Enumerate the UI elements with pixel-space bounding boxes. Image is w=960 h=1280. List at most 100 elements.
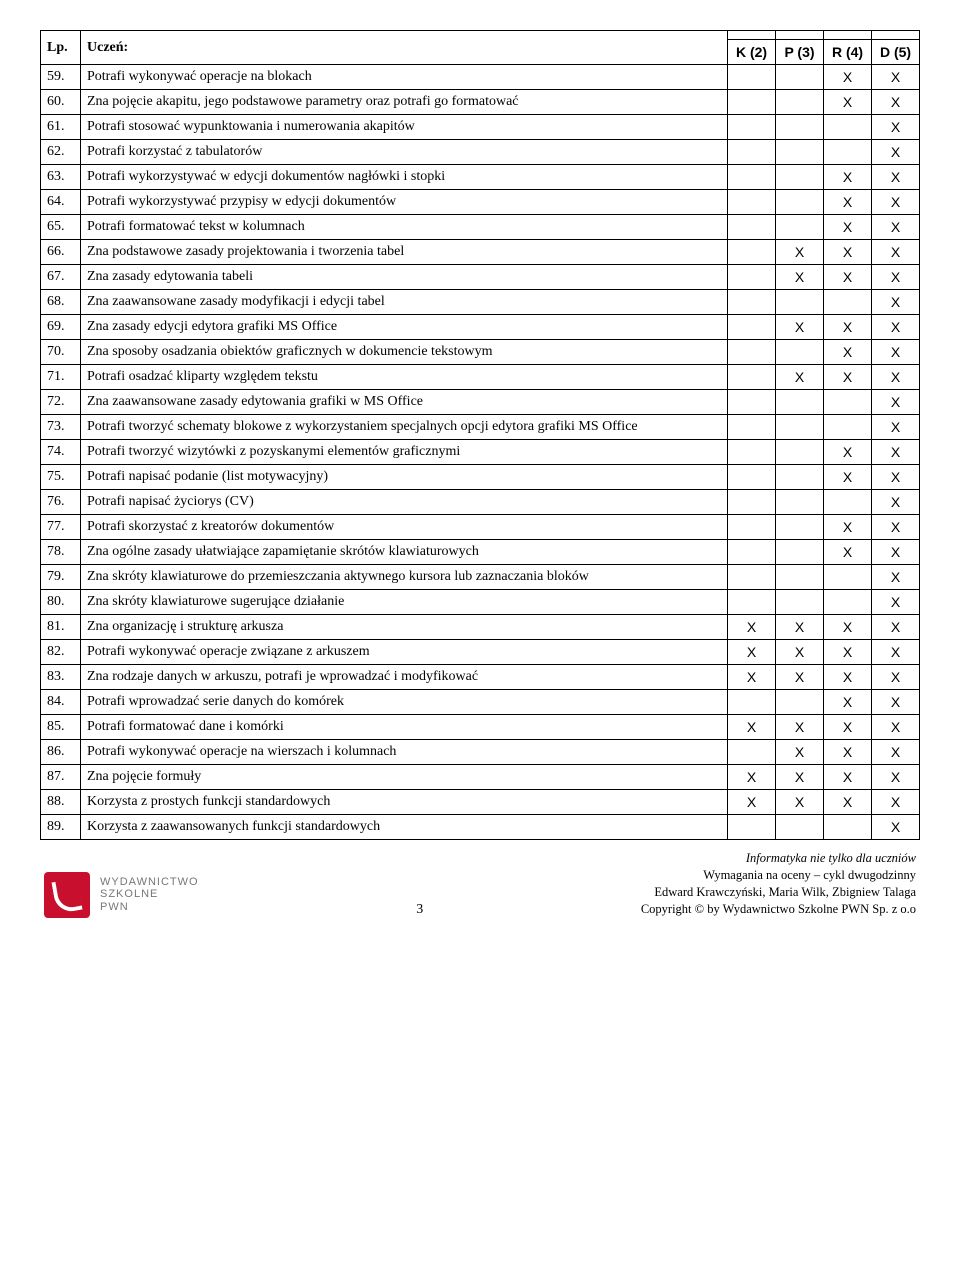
mark-cell (776, 690, 824, 715)
row-number: 64. (41, 190, 81, 215)
row-number: 78. (41, 540, 81, 565)
mark-cell: X (872, 515, 920, 540)
row-description: Korzysta z zaawansowanych funkcji standa… (81, 815, 728, 840)
row-number: 87. (41, 765, 81, 790)
mark-cell (776, 590, 824, 615)
mark-cell: X (872, 390, 920, 415)
mark-cell (728, 240, 776, 265)
mark-cell: X (728, 615, 776, 640)
mark-cell: X (872, 90, 920, 115)
mark-cell (728, 90, 776, 115)
row-description: Potrafi napisać życiorys (CV) (81, 490, 728, 515)
row-number: 77. (41, 515, 81, 540)
row-description: Zna zaawansowane zasady edytowania grafi… (81, 390, 728, 415)
table-row: 67.Zna zasady edytowania tabeliXXX (41, 265, 920, 290)
row-description: Potrafi osadzać kliparty względem tekstu (81, 365, 728, 390)
row-description: Zna skróty klawiaturowe sugerujące dział… (81, 590, 728, 615)
row-description: Potrafi stosować wypunktowania i numerow… (81, 115, 728, 140)
logo-line: PWN (100, 901, 199, 914)
mark-cell (728, 740, 776, 765)
header-blank (776, 31, 824, 40)
publisher-name: WYDAWNICTWO SZKOLNE PWN (100, 876, 199, 914)
mark-cell (776, 415, 824, 440)
row-description: Zna pojęcie akapitu, jego podstawowe par… (81, 90, 728, 115)
row-number: 84. (41, 690, 81, 715)
logo-line: WYDAWNICTWO (100, 876, 199, 889)
mark-cell: X (872, 240, 920, 265)
mark-cell (776, 65, 824, 90)
row-description: Potrafi skorzystać z kreatorów dokumentó… (81, 515, 728, 540)
row-description: Potrafi tworzyć schematy blokowe z wykor… (81, 415, 728, 440)
row-number: 60. (41, 90, 81, 115)
mark-cell (824, 115, 872, 140)
row-description: Zna organizację i strukturę arkusza (81, 615, 728, 640)
mark-cell: X (872, 190, 920, 215)
table-row: 69.Zna zasady edycji edytora grafiki MS … (41, 315, 920, 340)
requirements-table: Lp. Uczeń: K (2) P (3) R (4) D (5) 59.Po… (40, 30, 920, 840)
row-number: 66. (41, 240, 81, 265)
row-number: 89. (41, 815, 81, 840)
mark-cell (728, 265, 776, 290)
table-row: 70.Zna sposoby osadzania obiektów grafic… (41, 340, 920, 365)
mark-cell (824, 415, 872, 440)
header-uczen: Uczeń: (81, 31, 728, 65)
mark-cell: X (824, 715, 872, 740)
mark-cell (776, 165, 824, 190)
mark-cell: X (824, 90, 872, 115)
mark-cell: X (776, 715, 824, 740)
mark-cell (728, 390, 776, 415)
row-description: Potrafi wprowadzać serie danych do komór… (81, 690, 728, 715)
mark-cell (824, 290, 872, 315)
mark-cell: X (872, 740, 920, 765)
table-row: 82.Potrafi wykonywać operacje związane z… (41, 640, 920, 665)
mark-cell (776, 290, 824, 315)
table-row: 61.Potrafi stosować wypunktowania i nume… (41, 115, 920, 140)
row-number: 69. (41, 315, 81, 340)
mark-cell (728, 490, 776, 515)
mark-cell (728, 365, 776, 390)
table-row: 72.Zna zaawansowane zasady edytowania gr… (41, 390, 920, 415)
header-col-d: D (5) (872, 40, 920, 65)
mark-cell (728, 540, 776, 565)
mark-cell: X (872, 490, 920, 515)
mark-cell: X (824, 515, 872, 540)
table-row: 87.Zna pojęcie formułyXXXX (41, 765, 920, 790)
mark-cell: X (776, 315, 824, 340)
mark-cell: X (824, 340, 872, 365)
mark-cell: X (776, 640, 824, 665)
mark-cell: X (872, 715, 920, 740)
mark-cell: X (824, 615, 872, 640)
mark-cell: X (872, 340, 920, 365)
mark-cell (728, 815, 776, 840)
row-description: Potrafi wykonywać operacje na blokach (81, 65, 728, 90)
credits-block: Informatyka nie tylko dla uczniów Wymaga… (641, 850, 916, 918)
row-number: 68. (41, 290, 81, 315)
mark-cell: X (728, 665, 776, 690)
mark-cell (776, 540, 824, 565)
row-number: 61. (41, 115, 81, 140)
mark-cell: X (776, 265, 824, 290)
mark-cell: X (824, 665, 872, 690)
mark-cell (776, 440, 824, 465)
table-header: Lp. Uczeń: K (2) P (3) R (4) D (5) (41, 31, 920, 65)
mark-cell: X (824, 440, 872, 465)
row-description: Zna skróty klawiaturowe do przemieszczan… (81, 565, 728, 590)
row-number: 75. (41, 465, 81, 490)
mark-cell: X (872, 815, 920, 840)
row-number: 81. (41, 615, 81, 640)
mark-cell: X (872, 215, 920, 240)
mark-cell (776, 215, 824, 240)
row-description: Zna rodzaje danych w arkuszu, potrafi je… (81, 665, 728, 690)
table-row: 81.Zna organizację i strukturę arkuszaXX… (41, 615, 920, 640)
mark-cell: X (824, 365, 872, 390)
table-row: 65.Potrafi formatować tekst w kolumnachX… (41, 215, 920, 240)
table-row: 73.Potrafi tworzyć schematy blokowe z wy… (41, 415, 920, 440)
table-row: 88.Korzysta z prostych funkcji standardo… (41, 790, 920, 815)
mark-cell (776, 565, 824, 590)
row-description: Zna ogólne zasady ułatwiające zapamiętan… (81, 540, 728, 565)
mark-cell: X (824, 640, 872, 665)
row-description: Potrafi tworzyć wizytówki z pozyskanymi … (81, 440, 728, 465)
mark-cell: X (728, 765, 776, 790)
mark-cell (728, 115, 776, 140)
mark-cell (776, 490, 824, 515)
